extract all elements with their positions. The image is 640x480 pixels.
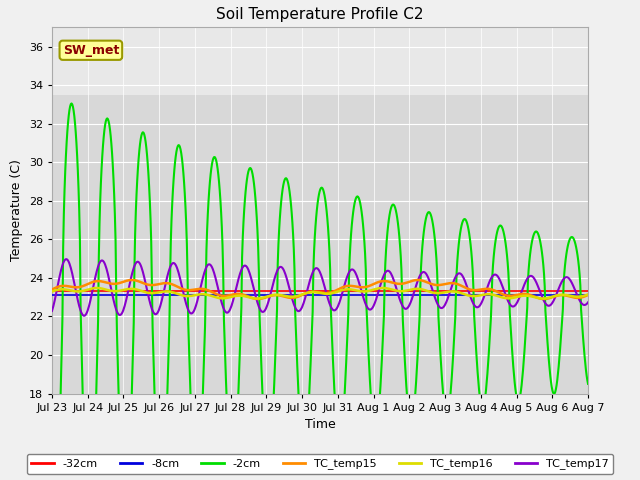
X-axis label: Time: Time bbox=[305, 418, 335, 431]
Title: Soil Temperature Profile C2: Soil Temperature Profile C2 bbox=[216, 7, 424, 22]
Text: SW_met: SW_met bbox=[63, 44, 119, 57]
Legend: -32cm, -8cm, -2cm, TC_temp15, TC_temp16, TC_temp17: -32cm, -8cm, -2cm, TC_temp15, TC_temp16,… bbox=[27, 454, 613, 474]
Y-axis label: Temperature (C): Temperature (C) bbox=[10, 159, 23, 262]
Bar bbox=[52, 95, 588, 394]
Bar bbox=[52, 27, 588, 95]
